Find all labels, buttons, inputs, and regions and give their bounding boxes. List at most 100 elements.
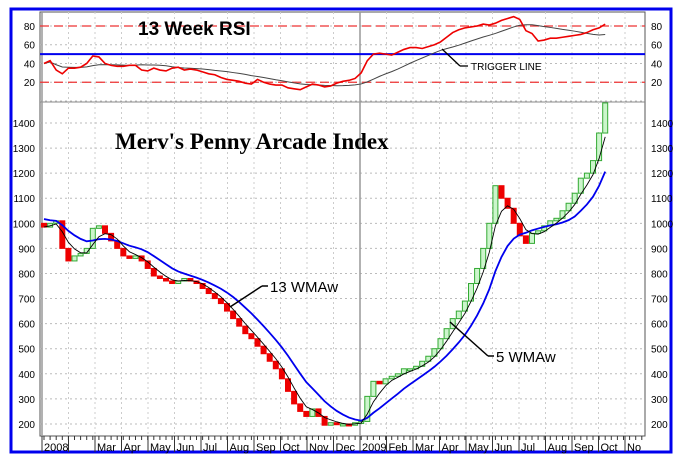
price-tick-label-left: 1200 [13,169,36,180]
rsi-line [43,15,606,91]
month-label: No [627,442,641,454]
candle [443,328,450,340]
candle [266,353,273,362]
candle [394,373,401,377]
candle [333,422,340,426]
candle [89,227,96,249]
price-tick-label-right: 1300 [651,144,674,155]
month-label: Mar [97,442,116,454]
candle [83,247,90,254]
wma5-pointer [449,321,489,357]
candle [407,368,413,372]
price-tick-label-left: 600 [18,320,35,331]
candle [59,220,66,249]
rsi-title: 13 Week RSI [138,19,251,40]
trigger-label: TRIGGER LINE [471,62,542,73]
month-label: Feb [389,442,408,454]
candle [583,172,590,179]
price-tick-label-right: 700 [651,295,668,306]
wma5-label: 5 WMAw [496,349,556,366]
month-label: Aug [230,442,250,454]
month-label: Sep [256,442,276,454]
price-tick-label-right: 300 [651,395,668,406]
candle [260,345,267,355]
candle [138,255,145,262]
candle [71,255,78,262]
candle [516,222,523,237]
rsi-tick-label-right: 40 [651,59,663,70]
price-tick-label-left: 800 [18,269,35,280]
candle [559,210,566,219]
candle [144,260,151,269]
candle [248,333,255,340]
wma13-pointer [229,285,263,308]
candle [120,247,127,257]
candle [504,197,511,209]
month-label: Jun [495,442,513,454]
price-tick-label-left: 1100 [13,194,35,205]
candle [236,318,243,327]
month-label: Oct [601,442,618,454]
month-label: Oct [283,442,300,454]
candle [163,277,169,282]
month-label: Dec [336,442,356,454]
month-label: Aug [548,442,568,454]
price-tick-label-left: 500 [18,345,35,356]
candle [181,277,188,282]
month-label: Jul [521,442,535,454]
price-tick-label-right: 900 [651,244,668,255]
candle [156,275,163,279]
candle [272,360,279,370]
candle [205,288,212,295]
wma5-line [43,136,606,425]
price-tick-label-left: 200 [18,420,35,431]
candle [303,410,310,417]
candle [285,378,291,392]
candle [535,230,542,234]
price-tick-label-right: 1200 [651,169,674,180]
month-label: May [150,442,171,454]
wma13-line [43,171,607,422]
price-tick-label-right: 1000 [651,219,674,230]
month-label: Jun [177,442,195,454]
wma13-label: 13 WMAw [270,279,338,296]
candle [95,225,102,229]
candle [321,415,328,426]
candle [492,185,499,224]
candle [498,185,505,199]
price-tick-label-left: 700 [18,295,35,306]
candle [388,375,395,380]
price-tick-label-left: 1400 [13,119,36,130]
candle [596,132,603,162]
month-label: Sep [574,442,594,454]
candle [254,338,261,347]
candle [382,378,389,385]
candle [297,403,304,412]
candle [455,310,462,320]
candle [169,280,176,285]
candle [510,207,517,224]
rsi-tick-label-left: 20 [24,78,36,89]
month-label: Apr [442,442,459,454]
candle [108,232,115,242]
candle [461,300,468,312]
candle [278,368,285,380]
rsi-trigger-line [43,24,606,87]
candle [132,255,139,259]
rsi-tick-label-left: 80 [24,22,36,33]
price-tick-label-left: 900 [18,244,35,255]
candle [77,252,84,257]
candle [230,310,237,320]
rsi-tick-label-right: 80 [651,22,663,33]
candle [242,325,249,335]
candle [65,247,72,262]
candle [150,267,157,277]
month-label: 2009 [362,442,386,454]
candle [291,390,298,405]
candle [126,255,133,259]
month-label: Apr [124,442,141,454]
price-tick-label-left: 1000 [13,219,36,230]
candle [474,267,481,285]
candle [577,177,584,194]
